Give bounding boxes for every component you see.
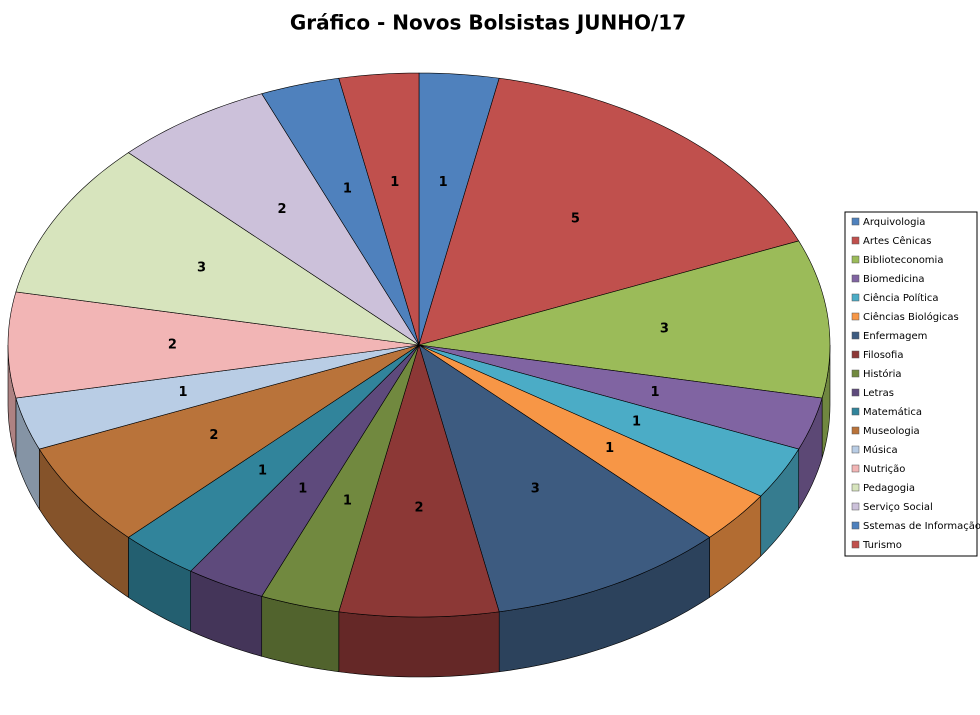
- legend-swatch: [851, 350, 860, 359]
- legend-swatch: [851, 464, 860, 473]
- legend-swatch: [851, 274, 860, 283]
- data-label: 3: [531, 481, 540, 496]
- legend-label: História: [863, 368, 902, 380]
- legend-swatch: [851, 312, 860, 321]
- legend-swatch: [851, 483, 860, 492]
- legend-swatch: [851, 236, 860, 245]
- legend-label: Pedagogia: [863, 483, 915, 494]
- slice: [418, 77, 800, 346]
- legend-label: Artes Cênicas: [863, 235, 932, 247]
- data-label: 1: [632, 414, 641, 429]
- legend-box: [844, 211, 978, 557]
- legend-swatch: [851, 293, 860, 302]
- data-label: 1: [439, 175, 448, 190]
- data-label: 3: [197, 261, 206, 276]
- legend-label: Enfermagem: [863, 331, 927, 342]
- data-label: 2: [209, 428, 218, 443]
- data-label: 1: [605, 441, 614, 456]
- legend-label: Ciência Política: [863, 292, 939, 304]
- legend-swatch: [851, 502, 860, 511]
- legend-label: Música: [863, 444, 898, 456]
- slice: [418, 344, 823, 450]
- legend-label: Arquivologia: [863, 217, 925, 228]
- legend-label: Filosofia: [863, 350, 903, 361]
- legend-label: Letras: [863, 388, 894, 399]
- slice: [338, 343, 500, 618]
- data-label: 1: [390, 175, 399, 190]
- legend-label: Serviço Social: [863, 502, 933, 513]
- legend-label: Turismo: [862, 540, 902, 551]
- slice: [15, 344, 420, 450]
- slice: [261, 77, 420, 346]
- legend: Arquivologia Artes Cênicas Biblioteconomia…: [851, 217, 980, 551]
- data-label: 1: [298, 481, 307, 496]
- data-label: 2: [277, 202, 286, 217]
- data-label: 3: [660, 322, 669, 337]
- legend-swatch: [851, 407, 860, 416]
- slice: [38, 344, 420, 538]
- legend-label: Ciências Biológicas: [863, 311, 959, 323]
- slice: [7, 291, 420, 399]
- slice-side: [338, 611, 500, 678]
- slice: [15, 152, 420, 346]
- slice: [418, 240, 831, 399]
- slice: [418, 344, 711, 613]
- slice: [418, 344, 800, 497]
- slice: [261, 344, 420, 613]
- legend-swatch: [851, 445, 860, 454]
- legend-swatch: [851, 540, 860, 549]
- slice: [338, 72, 420, 346]
- data-label: 1: [650, 385, 659, 400]
- legend-swatch: [851, 388, 860, 397]
- legend-label: Biomedicina: [863, 274, 925, 285]
- data-label: 2: [414, 501, 423, 516]
- legend-swatch: [851, 217, 860, 226]
- data-label: 2: [168, 338, 177, 353]
- legend-swatch: [851, 521, 860, 530]
- legend-swatch: [851, 369, 860, 378]
- chart-title: Gráfico - Novos Bolsistas JUNHO/17: [290, 11, 686, 35]
- data-label: 1: [343, 181, 352, 196]
- legend-label: Nutrição: [863, 464, 905, 475]
- slice: [418, 72, 500, 346]
- legend-label: Museologia: [863, 426, 920, 437]
- legend-label: Biblioteconomia: [863, 255, 943, 266]
- legend-swatch: [851, 255, 860, 264]
- slice: [418, 344, 762, 538]
- legend-swatch: [851, 426, 860, 435]
- slice: [190, 344, 420, 597]
- legend-label: Matemática: [863, 406, 922, 418]
- data-label: 1: [343, 494, 352, 509]
- data-label: 1: [178, 385, 187, 400]
- data-label: 5: [571, 211, 580, 226]
- legend-swatch: [851, 331, 860, 340]
- slice: [127, 344, 420, 572]
- legend-label: Sstemas de Informação: [863, 521, 980, 532]
- slice: [127, 93, 420, 346]
- data-label: 1: [258, 464, 267, 479]
